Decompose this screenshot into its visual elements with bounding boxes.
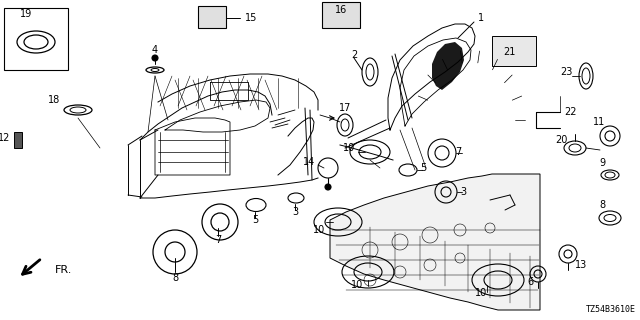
Text: 15: 15 [245,13,257,23]
Text: 16: 16 [335,5,347,15]
Text: 17: 17 [339,103,351,113]
Text: 5: 5 [252,215,258,225]
Text: 11: 11 [593,117,605,127]
Text: 18: 18 [48,95,60,105]
Text: 8: 8 [172,273,178,283]
Circle shape [152,55,158,61]
Text: 2: 2 [352,50,358,60]
Text: 9: 9 [599,158,605,168]
Text: 14: 14 [303,157,315,167]
Bar [322,2,360,28]
Text: 13: 13 [575,260,588,270]
Text: 19: 19 [20,9,32,19]
Bar [14,132,22,148]
Polygon shape [330,174,540,310]
Text: 6: 6 [528,277,534,287]
Text: 3: 3 [292,207,298,217]
Text: FR.: FR. [55,265,72,275]
Text: 21: 21 [503,47,515,57]
Circle shape [325,184,331,190]
Text: 20: 20 [556,135,568,145]
Text: 5: 5 [420,163,426,173]
Bar [198,6,226,28]
Text: 10: 10 [475,288,487,298]
Text: 3: 3 [460,187,466,197]
Text: 1: 1 [478,13,484,23]
Polygon shape [432,42,464,90]
Text: 8: 8 [599,200,605,210]
Text: 23: 23 [561,67,573,77]
Text: 7: 7 [455,147,461,157]
Polygon shape [18,248,52,278]
Text: 22: 22 [564,107,577,117]
Text: 7: 7 [215,235,221,245]
Text: 12: 12 [0,133,10,143]
Bar [4,8,68,70]
Text: TZ54B3610E: TZ54B3610E [586,305,636,314]
Bar [492,36,536,66]
Text: 10: 10 [351,280,363,290]
Text: 10: 10 [313,225,325,235]
Text: 4: 4 [152,45,158,55]
Text: 10: 10 [343,143,355,153]
